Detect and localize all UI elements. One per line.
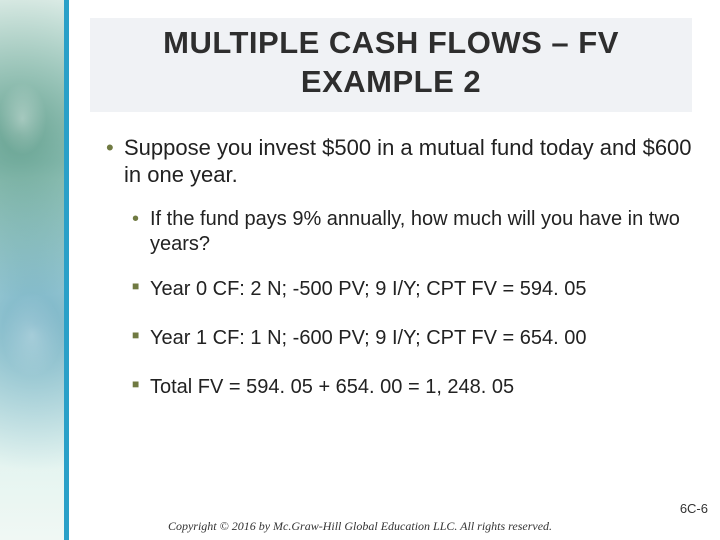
bullet-level3: Total FV = 594. 05 + 654. 00 = 1, 248. 0… xyxy=(132,375,692,400)
bullet-text: If the fund pays 9% annually, how much w… xyxy=(150,208,680,255)
slide-body: Suppose you invest $500 in a mutual fund… xyxy=(90,134,692,400)
bullet-text: Total FV = 594. 05 + 654. 00 = 1, 248. 0… xyxy=(150,376,514,398)
bullet-level3: Year 1 CF: 1 N; -600 PV; 9 I/Y; CPT FV =… xyxy=(132,326,692,351)
bullet-text: Year 1 CF: 1 N; -600 PV; 9 I/Y; CPT FV =… xyxy=(150,327,587,349)
bullet-level2: If the fund pays 9% annually, how much w… xyxy=(132,207,692,257)
slide-content: MULTIPLE CASH FLOWS – FV EXAMPLE 2 Suppo… xyxy=(72,0,720,540)
slide-title: MULTIPLE CASH FLOWS – FV EXAMPLE 2 xyxy=(90,18,692,112)
copyright-text: Copyright © 2016 by Mc.Graw-Hill Global … xyxy=(0,519,720,534)
accent-stripe xyxy=(64,0,69,540)
bullet-text: Year 0 CF: 2 N; -500 PV; 9 I/Y; CPT FV =… xyxy=(150,278,587,300)
bullet-level1: Suppose you invest $500 in a mutual fund… xyxy=(106,134,692,189)
decorative-side-band xyxy=(0,0,64,540)
slide-number: 6C-6 xyxy=(680,501,708,516)
bullet-text: Suppose you invest $500 in a mutual fund… xyxy=(124,135,692,188)
bullet-level3: Year 0 CF: 2 N; -500 PV; 9 I/Y; CPT FV =… xyxy=(132,277,692,302)
